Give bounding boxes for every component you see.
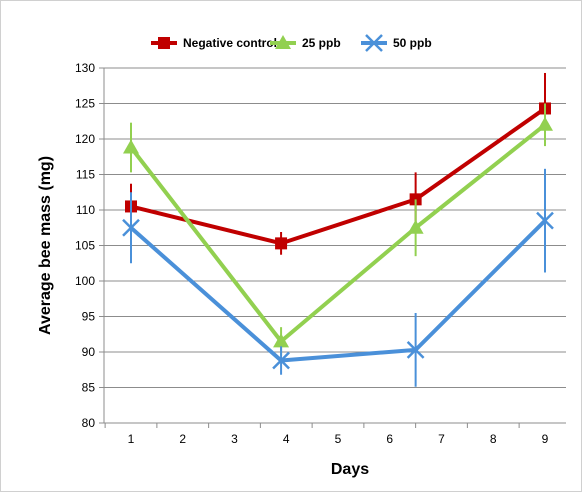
legend-label: Negative control: [183, 36, 277, 50]
series-50-ppb: [122, 168, 554, 387]
y-tick-label: 85: [82, 381, 96, 395]
data-point-x: [406, 340, 425, 359]
series-line: [129, 219, 547, 363]
series-line: [130, 106, 547, 246]
series-25-ppb: [123, 103, 553, 356]
legend: Negative control 25 ppb 50 ppb: [151, 34, 432, 52]
series-layer: [122, 72, 554, 387]
x-tick-label: 3: [231, 432, 238, 446]
x-tick-label: 5: [335, 432, 342, 446]
x-axis-title: Days: [331, 461, 369, 478]
data-point-square: [158, 37, 170, 49]
y-tick-label: 115: [76, 168, 95, 182]
y-axis-title: Average bee mass (mg): [37, 156, 54, 335]
y-tick-label: 110: [76, 203, 95, 217]
legend-label: 25 ppb: [302, 36, 341, 50]
y-tick-label: 120: [75, 132, 95, 146]
data-point-square: [275, 237, 288, 250]
y-tick-label: 100: [75, 274, 95, 288]
y-tick-label: 130: [75, 61, 95, 75]
series-negative-control: [125, 72, 551, 255]
data-point-x: [122, 218, 140, 237]
data-point-x: [272, 351, 290, 370]
y-tick-label: 105: [75, 239, 95, 253]
data-point-triangle: [407, 219, 424, 234]
gridlines: [104, 67, 566, 424]
data-point-triangle: [537, 116, 553, 131]
x-tick-label: 7: [438, 432, 445, 446]
data-point-triangle: [275, 35, 291, 49]
x-tick-label: 9: [542, 432, 549, 446]
y-tick-label: 125: [75, 97, 95, 111]
data-point-x: [365, 34, 383, 52]
data-point-triangle: [273, 333, 290, 348]
legend-label: 50 ppb: [393, 36, 432, 50]
x-tick-label: 2: [179, 432, 186, 446]
x-tick-label: 8: [490, 432, 497, 446]
x-tick-label: 1: [128, 432, 135, 446]
data-point-triangle: [123, 139, 139, 154]
y-tick-label: 95: [82, 310, 96, 324]
y-tick-label: 90: [82, 345, 96, 359]
data-point-x: [536, 211, 554, 230]
axes: 80 85 90 95 100 105 110 115 120 125 130 1 2 3 4 5 6 7 8 9: [75, 61, 566, 446]
x-tick-label: 6: [386, 432, 393, 446]
x-tick-label: 4: [283, 432, 290, 446]
series-line: [129, 123, 547, 344]
y-tick-label: 80: [82, 416, 96, 430]
